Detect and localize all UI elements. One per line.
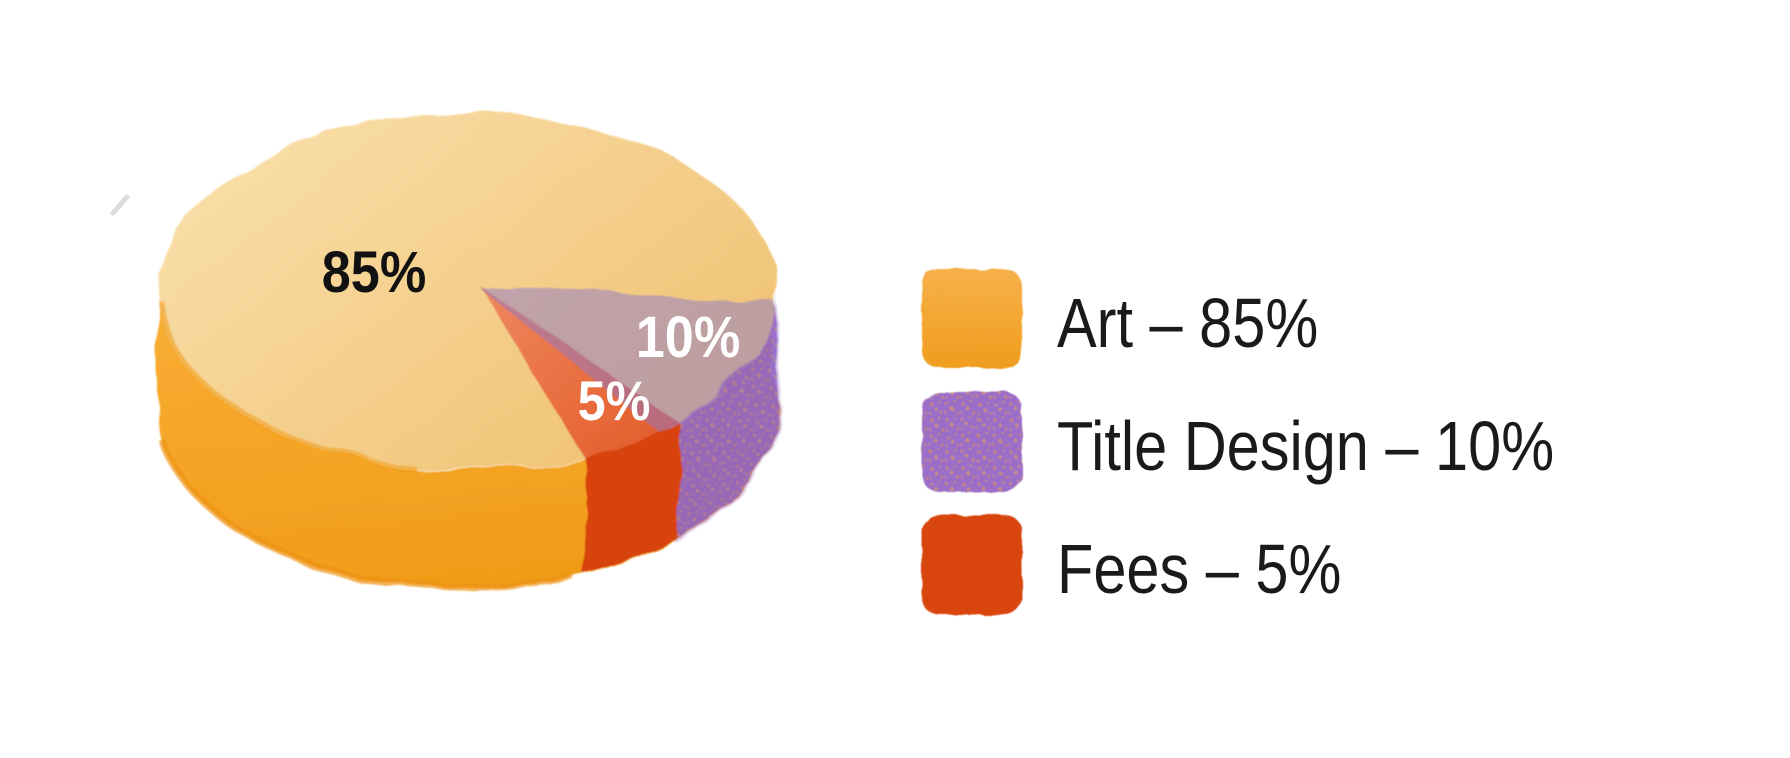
legend-swatch-title-design-texture <box>922 392 1022 492</box>
pie-slice-fees-side <box>584 422 679 575</box>
pie-body <box>157 114 780 592</box>
pie-label-art: 85% <box>322 239 426 304</box>
legend: Art – 85% Title Design – 10% Fees – 5% <box>922 269 1554 615</box>
pie-label-fees: 5% <box>578 371 651 433</box>
pie-label-title-design: 10% <box>636 304 740 369</box>
legend-label-art: Art – 85% <box>1057 283 1318 362</box>
legend-swatches <box>922 269 1022 615</box>
pie-top-edge-contour <box>157 299 415 470</box>
legend-swatch-art <box>922 269 1022 368</box>
legend-swatch-fees <box>922 515 1022 615</box>
pie-bottom-rim <box>159 439 575 592</box>
legend-label-fees: Fees – 5% <box>1057 529 1341 608</box>
legend-label-title-design: Title Design – 10% <box>1057 406 1554 485</box>
pie-slice-title-design-top <box>478 286 777 432</box>
pie-slice-fees-top <box>478 284 679 457</box>
stray-brush-mark <box>110 194 130 216</box>
pie-slice-title-design-side-texture <box>679 304 777 540</box>
